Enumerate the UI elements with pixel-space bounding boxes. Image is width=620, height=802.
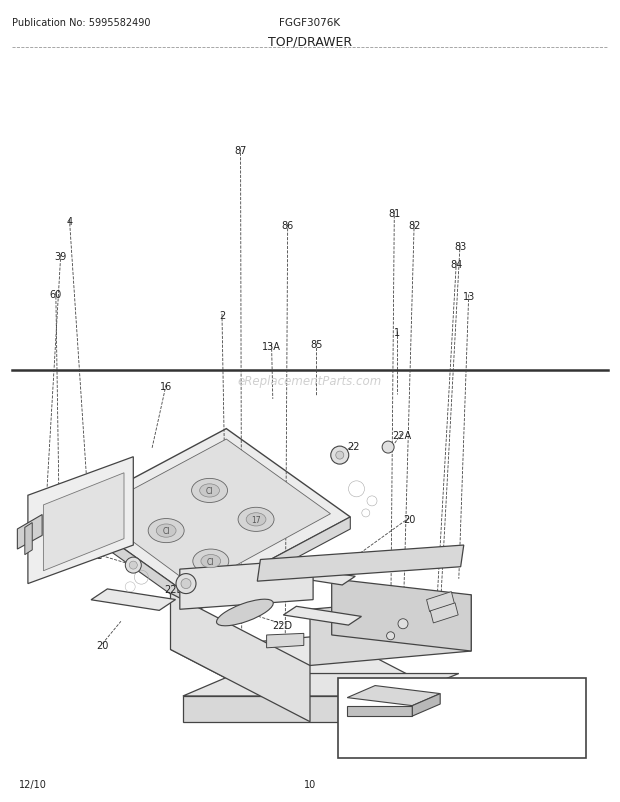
Circle shape xyxy=(382,442,394,453)
Text: Cl: Cl xyxy=(162,526,170,536)
Circle shape xyxy=(181,579,191,589)
Ellipse shape xyxy=(246,513,266,526)
Text: 22: 22 xyxy=(347,442,360,452)
Text: 84: 84 xyxy=(450,260,463,269)
Text: 2: 2 xyxy=(219,311,225,321)
Polygon shape xyxy=(347,706,412,716)
Text: 83: 83 xyxy=(454,242,466,252)
Text: 82: 82 xyxy=(408,221,420,231)
Text: 85: 85 xyxy=(310,340,322,350)
Text: 22B: 22B xyxy=(164,585,184,594)
Circle shape xyxy=(336,452,343,460)
Text: 4: 4 xyxy=(66,217,73,226)
Circle shape xyxy=(125,557,141,573)
Text: 17: 17 xyxy=(251,515,261,525)
Polygon shape xyxy=(25,523,32,555)
Bar xyxy=(338,678,586,758)
Text: Publication No: 5995582490: Publication No: 5995582490 xyxy=(12,18,151,27)
Polygon shape xyxy=(180,560,313,610)
Polygon shape xyxy=(347,686,440,706)
Ellipse shape xyxy=(200,484,219,497)
Polygon shape xyxy=(267,634,304,648)
Polygon shape xyxy=(170,635,471,722)
Polygon shape xyxy=(257,545,464,581)
Polygon shape xyxy=(195,517,350,612)
Text: 22A: 22A xyxy=(392,431,411,440)
Text: eReplacementParts.com: eReplacementParts.com xyxy=(238,375,382,387)
Text: 22C: 22C xyxy=(83,550,103,560)
Text: 60: 60 xyxy=(50,290,62,299)
Polygon shape xyxy=(412,694,440,716)
Ellipse shape xyxy=(238,508,274,532)
Text: 81: 81 xyxy=(388,209,401,218)
Ellipse shape xyxy=(192,479,228,503)
Text: FGGF3076K: FGGF3076K xyxy=(280,18,340,27)
Polygon shape xyxy=(277,566,355,585)
Circle shape xyxy=(130,561,137,569)
Text: 13A: 13A xyxy=(262,342,281,351)
Circle shape xyxy=(398,619,408,629)
Circle shape xyxy=(176,574,196,593)
Text: 22D: 22D xyxy=(272,621,292,630)
Circle shape xyxy=(387,632,394,640)
Text: 20: 20 xyxy=(403,515,415,525)
Text: 10: 10 xyxy=(304,780,316,789)
Text: 1: 1 xyxy=(394,328,400,338)
Text: 12/10: 12/10 xyxy=(19,780,46,789)
Text: Cl: Cl xyxy=(207,557,215,566)
Polygon shape xyxy=(28,457,133,584)
Text: 34: 34 xyxy=(341,746,353,755)
Ellipse shape xyxy=(148,519,184,543)
Text: 86: 86 xyxy=(281,221,294,231)
Polygon shape xyxy=(427,592,454,612)
Polygon shape xyxy=(183,696,403,722)
Text: TFGGF3076KBJ: TFGGF3076KBJ xyxy=(446,745,513,755)
Circle shape xyxy=(330,447,349,464)
Polygon shape xyxy=(71,512,195,612)
Polygon shape xyxy=(430,603,458,623)
Ellipse shape xyxy=(216,599,273,626)
Polygon shape xyxy=(332,579,471,651)
Polygon shape xyxy=(310,595,471,666)
Text: 20: 20 xyxy=(96,641,108,650)
Polygon shape xyxy=(43,473,124,571)
Text: Cl: Cl xyxy=(206,486,213,496)
Text: 13: 13 xyxy=(463,292,475,302)
Text: 16: 16 xyxy=(160,382,172,391)
Polygon shape xyxy=(71,429,350,600)
Text: 87: 87 xyxy=(234,146,247,156)
Text: 39: 39 xyxy=(55,252,67,261)
Polygon shape xyxy=(17,515,42,549)
Text: 20A: 20A xyxy=(257,579,276,589)
Ellipse shape xyxy=(201,555,221,568)
Polygon shape xyxy=(91,589,175,610)
Polygon shape xyxy=(92,439,330,588)
Ellipse shape xyxy=(193,549,229,573)
Polygon shape xyxy=(183,674,459,696)
Ellipse shape xyxy=(156,525,176,537)
Polygon shape xyxy=(170,593,310,722)
Polygon shape xyxy=(283,606,361,626)
Text: TOP/DRAWER: TOP/DRAWER xyxy=(268,35,352,48)
